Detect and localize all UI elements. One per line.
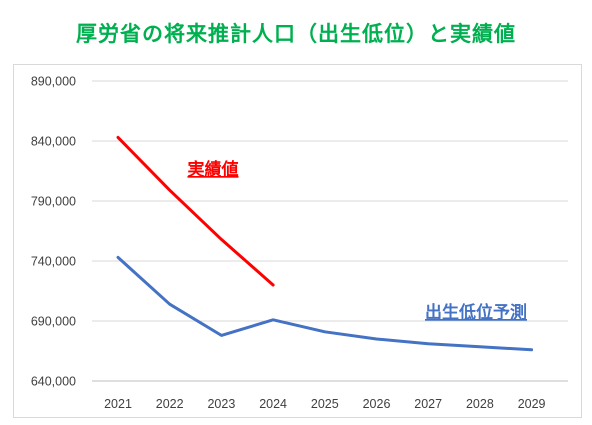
y-tick-label: 790,000 xyxy=(31,195,76,209)
y-tick-label: 890,000 xyxy=(31,75,76,89)
x-tick-label: 2028 xyxy=(466,397,494,411)
x-tick-label: 2024 xyxy=(259,397,287,411)
x-tick-label: 2021 xyxy=(104,397,132,411)
y-tick-label: 840,000 xyxy=(31,135,76,149)
chart-frame xyxy=(13,64,582,418)
series-annotation: 出生低位予測 xyxy=(425,302,527,323)
x-tick-label: 2029 xyxy=(518,397,546,411)
x-tick-label: 2023 xyxy=(207,397,235,411)
y-tick-label: 690,000 xyxy=(31,315,76,329)
series-line xyxy=(116,255,534,352)
y-tick-label: 740,000 xyxy=(31,255,76,269)
x-tick-label: 2022 xyxy=(156,397,184,411)
x-tick-label: 2026 xyxy=(363,397,391,411)
x-tick-label: 2025 xyxy=(311,397,339,411)
series-line xyxy=(116,135,275,287)
y-tick-label: 640,000 xyxy=(31,375,76,389)
x-tick-label: 2027 xyxy=(414,397,442,411)
chart-title: 厚労省の将来推計人口（出生低位）と実績値 xyxy=(76,22,516,46)
series-annotation: 実績値 xyxy=(188,159,239,180)
